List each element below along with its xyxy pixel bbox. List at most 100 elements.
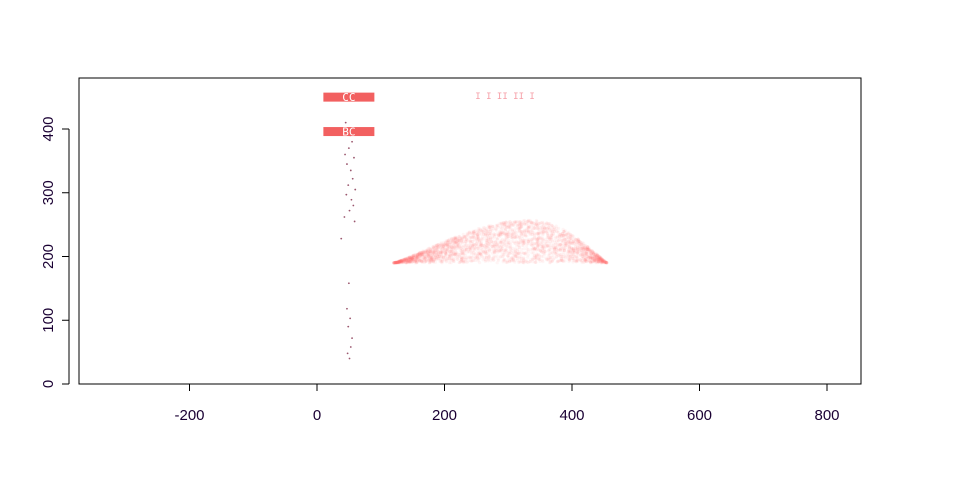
cloud-point <box>504 220 508 224</box>
cloud-point <box>404 257 409 261</box>
cloud-point <box>531 258 535 262</box>
cloud-point <box>424 251 428 255</box>
cloud-point <box>595 257 599 261</box>
cloud-point <box>546 244 551 248</box>
cloud-point <box>519 241 523 245</box>
cloud-point <box>513 241 517 245</box>
cloud-point <box>530 225 534 229</box>
cloud-point <box>518 252 522 256</box>
cloud-point <box>552 229 557 233</box>
cloud-point <box>499 249 503 253</box>
cloud-point <box>479 232 483 237</box>
cloud-point <box>410 257 414 261</box>
cloud-point <box>442 240 446 244</box>
cloud-point <box>531 247 535 251</box>
cloud-point <box>460 256 464 260</box>
cloud-point <box>506 232 510 237</box>
cloud-point <box>524 259 528 264</box>
cloud-point <box>509 242 513 246</box>
cloud-point <box>522 252 526 256</box>
cloud-point <box>507 240 511 244</box>
cloud-point <box>522 222 526 226</box>
cloud-point <box>419 252 423 256</box>
cloud-point <box>536 252 540 256</box>
cloud-point <box>406 258 411 262</box>
cloud-point <box>414 257 418 261</box>
cloud-point <box>517 226 521 230</box>
cloud-point <box>530 241 534 245</box>
cloud-point <box>474 242 479 246</box>
cloud-point <box>542 230 547 234</box>
cloud-point <box>480 245 484 249</box>
cloud-point <box>396 260 400 264</box>
cloud-point <box>559 259 563 263</box>
cloud-point <box>586 248 590 252</box>
cloud-point <box>562 230 566 234</box>
cloud-point <box>540 240 544 244</box>
cloud-point <box>422 253 426 258</box>
cloud-point <box>414 256 418 260</box>
cloud-point <box>513 254 517 258</box>
cloud-point <box>501 221 505 225</box>
cloud-point <box>470 256 474 260</box>
cloud-point <box>396 260 400 264</box>
cloud-point <box>536 236 540 240</box>
cloud-point <box>602 260 607 264</box>
cloud-point <box>452 236 456 240</box>
cloud-point <box>447 239 451 243</box>
cloud-point <box>510 220 515 225</box>
cloud-point <box>496 241 500 245</box>
cloud-point <box>566 250 571 254</box>
cloud-point <box>398 259 402 263</box>
cloud-point <box>514 221 518 225</box>
cloud-point <box>458 252 462 256</box>
cloud-point <box>572 241 576 245</box>
cloud-point <box>503 232 507 236</box>
cloud-point <box>500 252 504 256</box>
cloud-point <box>481 251 485 255</box>
cloud-point <box>543 226 547 230</box>
cloud-point <box>446 242 450 246</box>
cloud-point <box>536 231 540 235</box>
cloud-point <box>544 225 548 229</box>
cloud-point <box>530 230 534 234</box>
cloud-point <box>393 261 397 265</box>
cloud-point <box>529 227 533 231</box>
cloud-point <box>463 248 467 252</box>
cloud-point <box>605 261 609 265</box>
cloud-point <box>517 260 521 265</box>
cloud-point <box>472 258 476 263</box>
cloud-point <box>453 244 457 248</box>
cloud-point <box>488 254 492 258</box>
cloud-point <box>401 258 405 262</box>
cloud-point <box>529 248 533 252</box>
cloud-point <box>558 248 562 252</box>
cloud-point <box>420 253 424 257</box>
cloud-point <box>446 240 450 244</box>
cloud-point <box>458 236 462 240</box>
cloud-point <box>434 245 438 249</box>
cloud-point <box>591 251 596 255</box>
cloud-point <box>603 259 607 263</box>
cloud-point <box>544 243 548 247</box>
cloud-point <box>432 246 436 250</box>
cloud-point <box>573 247 577 251</box>
cloud-point <box>589 261 593 265</box>
cloud-point <box>525 220 529 224</box>
cloud-point <box>539 236 543 241</box>
cloud-point <box>589 251 593 255</box>
cloud-point <box>545 244 550 248</box>
cloud-point <box>476 237 480 241</box>
cloud-point <box>537 237 542 241</box>
cloud-point <box>441 244 445 248</box>
cloud-point <box>524 250 528 254</box>
cloud-point <box>397 260 401 264</box>
cloud-point <box>529 258 533 262</box>
cloud-point <box>508 245 512 249</box>
cloud-point <box>526 253 530 257</box>
cloud-point <box>527 240 531 244</box>
cloud-point <box>550 259 554 263</box>
cloud-point <box>418 250 422 254</box>
column-point <box>345 193 348 196</box>
cloud-point <box>599 261 603 265</box>
